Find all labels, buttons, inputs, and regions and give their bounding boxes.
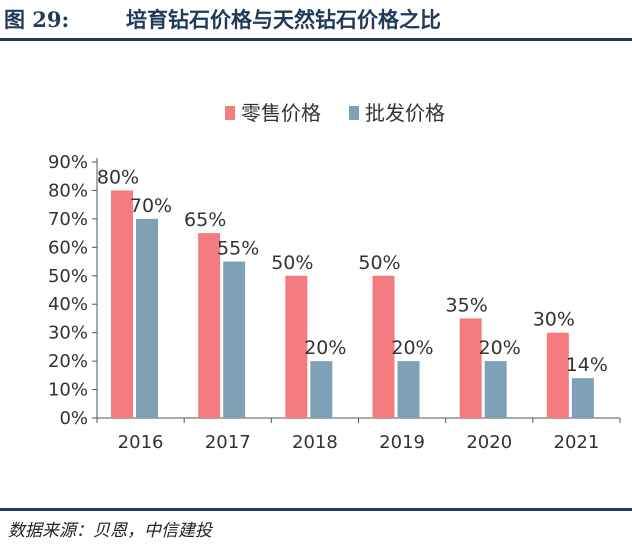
figure-header: 图 29: 培育钻石价格与天然钻石价格之比: [0, 0, 632, 44]
bar-retail: [372, 275, 395, 418]
data-label-retail: 50%: [358, 252, 400, 274]
data-label-wholesale: 20%: [304, 337, 346, 359]
bar-wholesale: [223, 261, 246, 418]
y-tick-label: 40%: [48, 294, 88, 315]
legend-swatch-wholesale: [349, 106, 359, 120]
x-tick-label: 2020: [466, 432, 512, 453]
figure-title: 培育钻石价格与天然钻石价格之比: [126, 8, 441, 32]
data-label-wholesale: 20%: [391, 337, 433, 359]
legend-label-wholesale: 批发价格: [365, 101, 445, 125]
y-tick-label: 20%: [48, 351, 88, 372]
y-tick-label: 10%: [48, 380, 88, 401]
data-label-wholesale: 14%: [566, 354, 608, 376]
x-tick-label: 2021: [554, 432, 600, 453]
legend-label-retail: 零售价格: [241, 101, 321, 125]
y-tick-label: 60%: [48, 237, 88, 258]
header-rule: [0, 38, 632, 41]
data-label-retail: 65%: [184, 209, 226, 231]
y-tick-label: 0%: [59, 408, 88, 429]
y-tick-label: 80%: [48, 180, 88, 201]
data-label-retail: 50%: [271, 252, 313, 274]
figure-label: 图 29:: [4, 7, 70, 32]
bar-retail: [546, 332, 569, 418]
bar-retail: [198, 233, 221, 418]
bar-retail: [459, 318, 482, 418]
bar-wholesale: [136, 218, 158, 418]
bar-wholesale: [397, 361, 420, 418]
x-tick-label: 2019: [379, 432, 425, 453]
data-label-wholesale: 55%: [217, 238, 259, 260]
data-label-retail: 80%: [97, 166, 139, 188]
data-label-wholesale: 20%: [479, 337, 521, 359]
x-tick-label: 2017: [205, 432, 251, 453]
data-label-retail: 30%: [533, 309, 575, 331]
y-tick-label: 70%: [48, 209, 88, 230]
bar-chart: 0% 10% 20% 30% 40% 50% 60% 70% 80% 90% 80% 70% 2016 6…: [48, 101, 621, 453]
y-tick-label: 90%: [48, 152, 88, 173]
data-label-retail: 35%: [446, 294, 488, 316]
bar-retail: [111, 190, 133, 418]
source-note: 数据来源：贝恩，中信建投: [8, 521, 212, 541]
bar-wholesale: [571, 378, 594, 418]
data-label-wholesale: 70%: [130, 195, 172, 217]
footer-rule: [0, 508, 632, 511]
bar-wholesale: [310, 361, 333, 418]
x-tick-label: 2018: [292, 432, 338, 453]
bar-retail: [285, 275, 308, 418]
x-tick-label: 2016: [118, 432, 164, 453]
y-tick-label: 50%: [48, 266, 88, 287]
y-tick-label: 30%: [48, 323, 88, 344]
legend-swatch-retail: [225, 106, 235, 120]
bar-wholesale: [484, 361, 507, 418]
